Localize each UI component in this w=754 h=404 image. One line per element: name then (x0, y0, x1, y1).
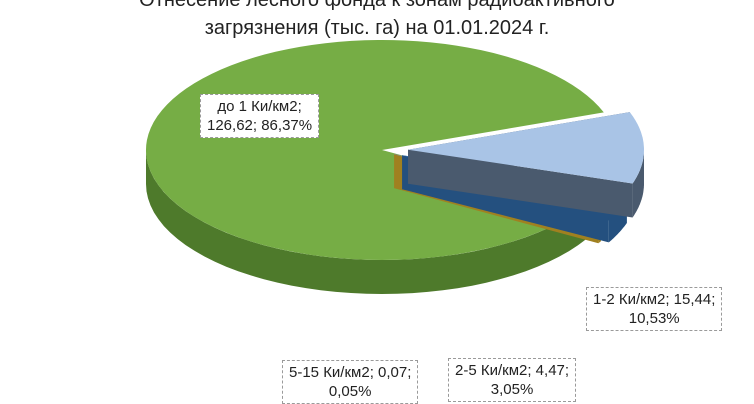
pie-slice-side (146, 150, 587, 294)
pie-slice-cut (407, 149, 633, 218)
data-label-text: 2-5 Ки/км2; 4,47; (455, 362, 570, 379)
data-label-text: 3,05% (490, 381, 534, 398)
data-label-slice-1: 1-2 Ки/км2; 15,44; 10,53% (586, 287, 723, 331)
data-label-text: 10,53% (628, 310, 680, 327)
chart-title-line-2: загрязнения (тыс. га) на 01.01.2024 г. (205, 17, 550, 39)
chart-title-line-1: Отнесение лесного фонда к зонам радиоакт… (139, 0, 615, 11)
pie-slice-side (632, 149, 644, 218)
data-label-text: 1-2 Ки/км2; 15,44; (593, 291, 716, 308)
pie-slices (145, 39, 645, 294)
pie-slice-1 (407, 112, 645, 218)
pie-slice-top (407, 112, 645, 184)
data-label-text: 0,05% (328, 383, 372, 400)
data-label-slice-0: до 1 Ки/км2; 126,62; 86,37% (200, 94, 320, 138)
data-label-slice-2: 2-5 Ки/км2; 4,47; 3,05% (448, 358, 577, 402)
data-label-text: до 1 Ки/км2; (217, 98, 302, 115)
data-label-text: 126,62; 86,37% (207, 117, 313, 134)
data-label-slice-3: 5-15 Ки/км2; 0,07; 0,05% (282, 360, 419, 404)
data-label-text: 5-15 Ки/км2; 0,07; (289, 364, 412, 381)
